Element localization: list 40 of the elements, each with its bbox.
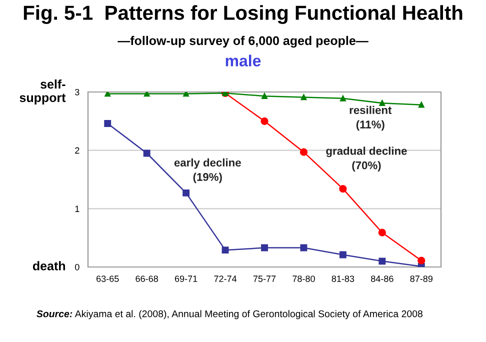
x-tick-label: 81-83 <box>332 276 354 282</box>
text: self- support <box>20 79 66 105</box>
y-tick-label: 2 <box>75 147 80 154</box>
point <box>339 185 347 193</box>
point <box>418 102 424 108</box>
y-tick-label: 1 <box>75 206 80 212</box>
point <box>300 148 308 156</box>
x-tick-label: 75-77 <box>253 276 276 282</box>
series-label: gradual decline (70%) <box>326 146 407 172</box>
point <box>339 251 346 258</box>
point <box>104 92 111 97</box>
point <box>261 244 268 252</box>
x-tick-label: 63-65 <box>96 276 119 282</box>
point <box>378 258 386 265</box>
x-tick-label: 66-68 <box>136 276 158 282</box>
x-tick-label: 72-74 <box>214 276 237 282</box>
chart-subtitle: —follow-up survey of 6,000 aged people— <box>118 36 368 48</box>
point <box>104 120 112 127</box>
point <box>418 256 426 264</box>
text: male <box>226 54 261 66</box>
chart-title: Fig. 5-1 Patterns for Losing Functional Health <box>24 5 462 24</box>
point <box>222 246 229 254</box>
point <box>260 117 268 125</box>
point <box>143 150 150 157</box>
x-tick-label: 84-86 <box>371 276 394 282</box>
y-tick-label: 3 <box>74 88 80 96</box>
point <box>300 244 308 252</box>
point <box>183 92 189 97</box>
series-label: early decline (19%) <box>174 158 241 184</box>
point <box>300 94 307 100</box>
point <box>182 189 190 196</box>
y-tick-label: 0 <box>75 264 80 270</box>
x-tick-label: 69-71 <box>174 276 198 282</box>
source-note: Source: Akiyama et al. (2008), Annual Meeting of Gerontological Society of America 2008 <box>36 310 422 320</box>
text: death <box>32 261 66 270</box>
series-label: resilient (11%) <box>350 106 392 131</box>
x-tick-label: 87-89 <box>410 276 433 282</box>
x-tick-label: 78-80 <box>292 276 315 282</box>
point <box>378 228 386 236</box>
point <box>144 92 150 97</box>
